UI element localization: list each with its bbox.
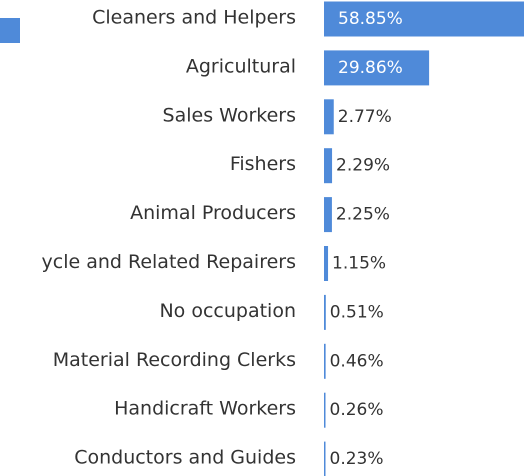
value-label: 0.23%: [330, 449, 384, 469]
value-label: 2.25%: [336, 205, 390, 225]
bar: [324, 50, 430, 86]
category-label: No occupation: [159, 300, 296, 322]
value-label: 0.51%: [330, 302, 384, 322]
bar: [324, 343, 326, 379]
value-label: 0.26%: [330, 400, 384, 420]
bar: [324, 1, 524, 37]
bar: [324, 392, 326, 428]
value-label: 29.86%: [338, 58, 403, 78]
value-label: 1.15%: [332, 254, 386, 274]
category-label: Sales Workers: [163, 104, 296, 126]
category-label: Fishers: [230, 153, 296, 175]
value-label: 2.77%: [338, 107, 392, 127]
category-label: Conductors and Guides: [74, 447, 296, 469]
category-label: Cleaners and Helpers: [92, 7, 296, 29]
value-label: 58.85%: [338, 9, 403, 29]
bar: [324, 197, 332, 233]
cut-off-mark: [0, 18, 20, 43]
category-label: Handicraft Workers: [114, 398, 296, 420]
category-label: Animal Producers: [130, 202, 296, 224]
bar: [324, 99, 334, 135]
value-label: 2.29%: [336, 156, 390, 176]
category-label: Material Recording Clerks: [53, 349, 296, 371]
category-label: ycle and Related Repairers: [42, 251, 297, 273]
category-label: Agricultural: [186, 55, 296, 77]
bar: [324, 294, 326, 330]
bar: [324, 148, 333, 184]
value-label: 0.46%: [330, 351, 384, 371]
bar: [324, 246, 329, 281]
bar: [324, 441, 326, 476]
